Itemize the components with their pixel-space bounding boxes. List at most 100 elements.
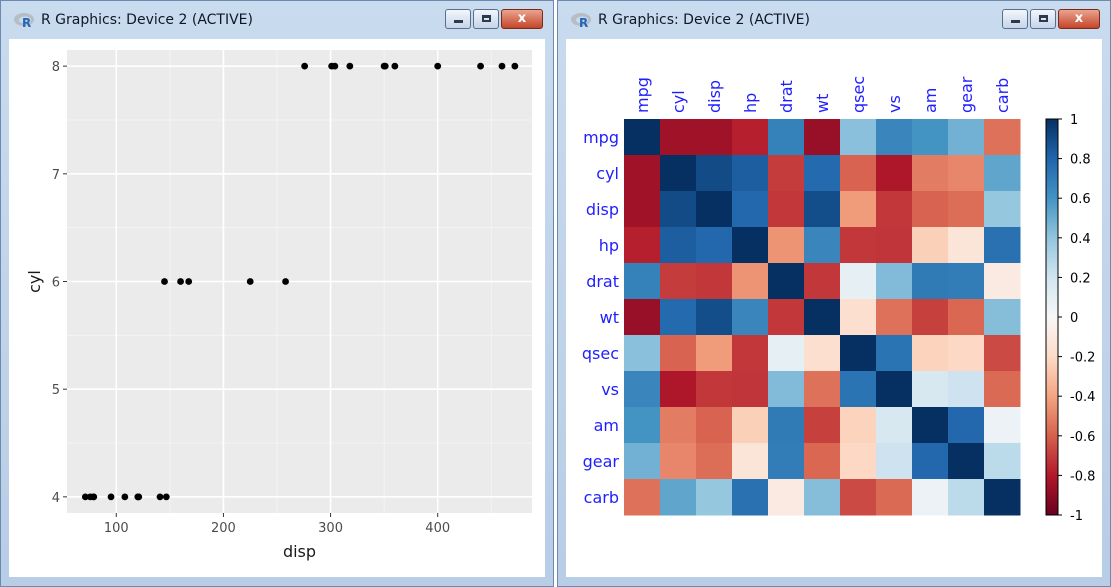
heatmap-cell (984, 227, 1021, 264)
heatmap-cell (624, 443, 661, 480)
heatmap-cell (912, 407, 949, 444)
title-bar[interactable]: R R Graphics: Device 2 (ACTIVE) x (558, 1, 1110, 35)
minimize-icon (1011, 20, 1020, 23)
graphics-window-left: R R Graphics: Device 2 (ACTIVE) x 100 200… (0, 0, 554, 587)
data-point (477, 62, 484, 70)
heatmap-cell (624, 155, 661, 192)
heatmap-cell (696, 227, 733, 264)
heatmap-cell (804, 407, 841, 444)
maximize-icon (482, 15, 491, 22)
legend-tick-label: 0.2 (1070, 271, 1091, 286)
heatmap-cell (840, 407, 877, 444)
heatmap-cell (732, 155, 769, 192)
column-label: am (921, 88, 940, 113)
heatmap-cell (768, 407, 805, 444)
heatmap-cell (804, 479, 841, 516)
maximize-button[interactable] (1030, 9, 1056, 29)
row-label: carb (584, 488, 619, 507)
legend-tick-label: -0.2 (1070, 351, 1095, 366)
heatmap-cell (876, 407, 913, 444)
heatmap-cell (876, 191, 913, 228)
heatmap-cell (624, 263, 661, 300)
heatmap-cell (912, 443, 949, 480)
heatmap-cell (696, 335, 733, 372)
column-label: cyl (669, 90, 688, 113)
heatmap-cell (732, 263, 769, 300)
legend-tick-label: -1 (1070, 509, 1083, 524)
x-tick-label: 400 (425, 521, 450, 536)
column-label: hp (741, 93, 760, 113)
heatmap-cell (696, 191, 733, 228)
heatmap-cell (768, 479, 805, 516)
minimize-button[interactable] (445, 9, 471, 29)
heatmap-cell (696, 443, 733, 480)
heatmap-cell (912, 155, 949, 192)
data-point (121, 493, 129, 501)
graphics-window-right: R R Graphics: Device 2 (ACTIVE) x mpg mpg… (557, 0, 1111, 587)
heatmap-cell (876, 155, 913, 192)
heatmap-cell (660, 299, 697, 336)
heatmap-cell (840, 299, 877, 336)
heatmap-cell (732, 335, 769, 372)
data-point (498, 62, 506, 70)
heatmap-cell (912, 191, 949, 228)
heatmap-cell (696, 299, 733, 336)
data-point (434, 62, 442, 70)
x-axis-label: disp (283, 542, 316, 561)
row-label: wt (600, 308, 619, 327)
scatter-plot: 100 200 300 400 4 5 6 7 8 disp cyl (25, 50, 532, 561)
data-point (185, 278, 193, 285)
heatmap-cell (948, 479, 985, 516)
heatmap-cell (768, 299, 805, 336)
window-title: R Graphics: Device 2 (ACTIVE) (41, 12, 253, 28)
title-bar[interactable]: R R Graphics: Device 2 (ACTIVE) x (1, 1, 553, 35)
heatmap-cell (660, 479, 697, 516)
minimize-button[interactable] (1002, 9, 1028, 29)
heatmap-cell (876, 227, 913, 264)
heatmap-cell (912, 119, 949, 156)
heatmap-cell (696, 119, 733, 156)
close-icon: x (517, 11, 527, 26)
maximize-button[interactable] (473, 9, 499, 29)
heatmap-cell (876, 263, 913, 300)
heatmap-cell (984, 443, 1021, 480)
heatmap-cell (660, 119, 697, 156)
heatmap-cell (732, 479, 769, 516)
data-point (391, 62, 399, 70)
legend-tick-label: 0 (1070, 311, 1078, 326)
row-label: cyl (596, 164, 619, 183)
close-button[interactable]: x (1058, 9, 1100, 29)
heatmap-cell (948, 371, 985, 408)
heatmap-cell (624, 407, 661, 444)
heatmap-cell (732, 443, 769, 480)
heatmap-cell (696, 155, 733, 192)
legend-tick-label: 1 (1070, 113, 1078, 128)
heatmap-cell (768, 263, 805, 300)
heatmap-cell (876, 371, 913, 408)
heatmap-cell (732, 407, 769, 444)
heatmap-cell (840, 263, 877, 300)
row-label: vs (601, 380, 619, 399)
column-label: disp (705, 80, 724, 113)
heatmap-cell (948, 155, 985, 192)
legend-tick-label: 0.8 (1070, 153, 1091, 168)
row-label: mpg (583, 128, 619, 147)
close-button[interactable]: x (501, 9, 543, 29)
heatmap-cell (912, 299, 949, 336)
heatmap-cell (660, 227, 697, 264)
heatmap-cell (768, 119, 805, 156)
heatmap-cell (696, 371, 733, 408)
legend-tick-label: -0.4 (1070, 390, 1095, 405)
close-icon: x (1074, 11, 1084, 26)
heatmap-cell (912, 263, 949, 300)
column-label: mpg (633, 77, 652, 113)
x-tick-label: 100 (104, 521, 129, 536)
heatmap-cell (912, 335, 949, 372)
heatmap-cell (948, 263, 985, 300)
heatmap-cell (732, 119, 769, 156)
heatmap-cell (948, 191, 985, 228)
heatmap-cell (804, 443, 841, 480)
column-label: drat (777, 80, 796, 113)
y-tick-label: 6 (52, 276, 60, 291)
legend-tick-label: 0.4 (1070, 232, 1091, 247)
